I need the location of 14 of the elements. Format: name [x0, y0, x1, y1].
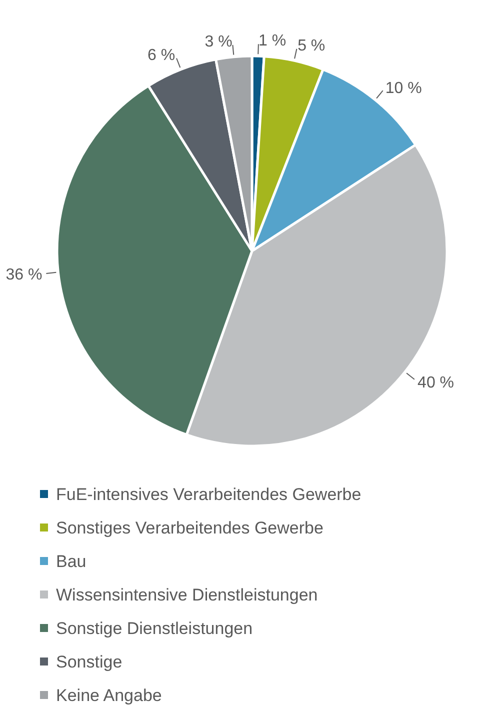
legend-label: Sonstige — [56, 652, 122, 672]
legend-label: Bau — [56, 552, 86, 571]
legend-label: Keine Angabe — [56, 686, 162, 705]
data-label: 6 % — [147, 47, 176, 64]
legend-label: Sonstige Dienstleistungen — [56, 618, 253, 638]
data-label: 3 % — [204, 34, 232, 51]
data-label: 5 % — [298, 38, 326, 55]
data-label: 40 % — [418, 374, 454, 392]
data-label: 1 % — [258, 32, 286, 50]
legend-label: Sonstiges Verarbeitendes Gewerbe — [56, 518, 324, 538]
data-label: 10 % — [385, 80, 422, 98]
data-label: 36 % — [6, 266, 42, 284]
legend-label: FuE-intensives Verarbeitendes Gewerbe — [56, 484, 362, 504]
legend-label: Wissensintensive Dienstleistungen — [56, 585, 318, 604]
